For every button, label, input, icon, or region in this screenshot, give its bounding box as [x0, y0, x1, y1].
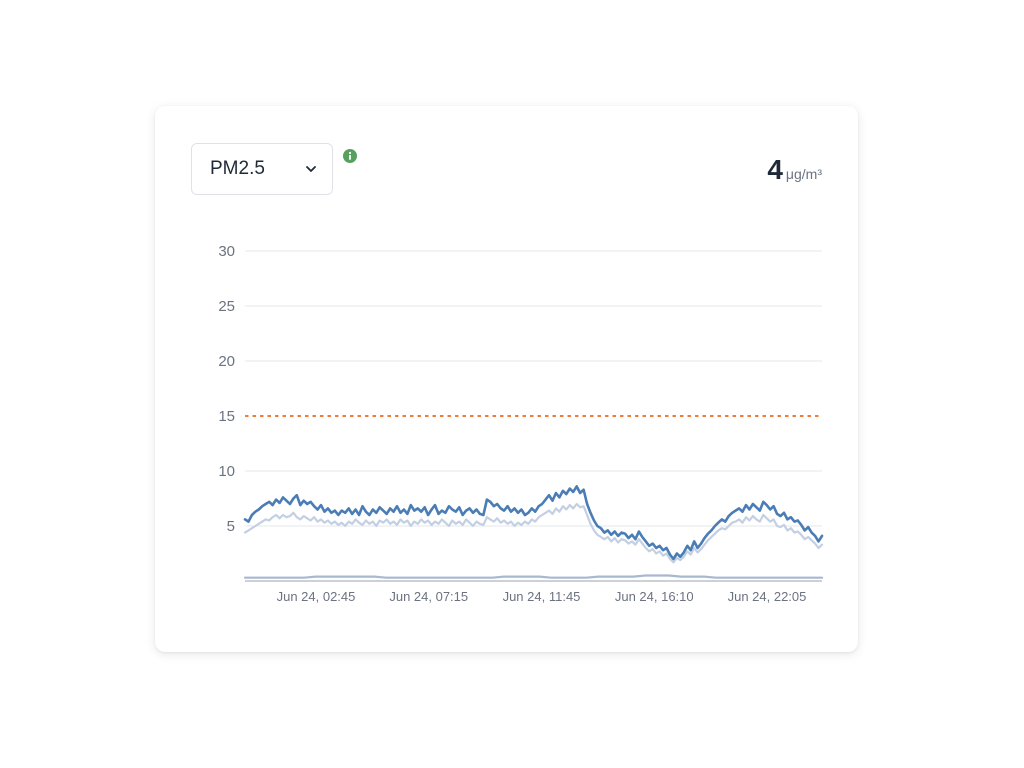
series-line-main [243, 485, 824, 561]
y-tick-label: 10 [218, 463, 235, 480]
y-tick-label: 5 [227, 518, 235, 535]
series-line-baseline [243, 574, 824, 579]
y-tick-label: 15 [218, 408, 235, 425]
x-tick-label: Jun 24, 16:10 [615, 589, 694, 604]
current-reading-value: 4 [767, 154, 783, 185]
y-axis-ticks: 5 10 15 20 25 30 [218, 243, 235, 535]
chart-card: PM2.5 4 μg/m³ 5 10 15 20 25 30 Jun 24, 02:45 J… [155, 106, 858, 652]
x-tick-label: Jun 24, 11:45 [503, 589, 581, 604]
y-tick-label: 30 [218, 243, 235, 260]
grid-lines [245, 250, 822, 527]
current-reading: 4 μg/m³ [767, 154, 822, 186]
y-tick-label: 25 [218, 298, 235, 315]
x-tick-label: Jun 24, 07:15 [389, 589, 468, 604]
x-tick-label: Jun 24, 22:05 [728, 589, 807, 604]
info-icon[interactable] [343, 149, 357, 163]
series-line-secondary [243, 502, 824, 564]
series-lines [243, 485, 824, 579]
chevron-down-icon [306, 166, 316, 172]
x-tick-label: Jun 24, 02:45 [277, 589, 356, 604]
pollutant-select[interactable]: PM2.5 [191, 143, 333, 195]
y-tick-label: 20 [218, 353, 235, 370]
x-axis: Jun 24, 02:45 Jun 24, 07:15 Jun 24, 11:45 J… [245, 580, 822, 604]
current-reading-unit: μg/m³ [785, 166, 822, 182]
pollutant-select-value: PM2.5 [210, 158, 265, 179]
